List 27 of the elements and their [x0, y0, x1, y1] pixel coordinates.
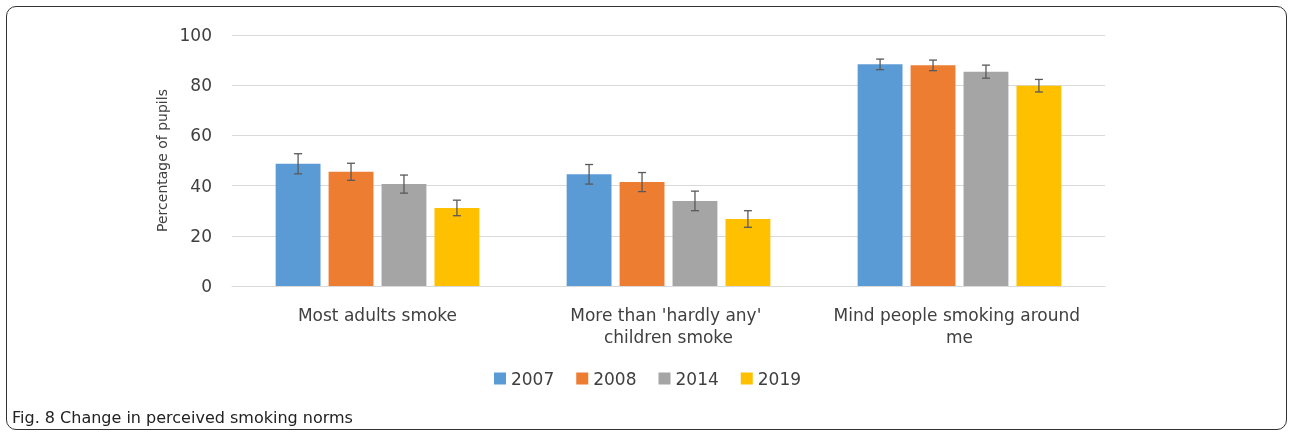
y-tick-label: 60	[190, 125, 212, 146]
bar	[1016, 85, 1062, 286]
bar	[381, 184, 427, 286]
y-tick-label: 40	[190, 175, 212, 196]
y-tick-label: 100	[179, 25, 212, 45]
legend-label: 2019	[757, 368, 802, 389]
y-tick-label: 80	[190, 75, 212, 96]
x-tick-label: More than 'hardly any' children smoke	[570, 305, 767, 347]
legend-label: 2014	[675, 368, 719, 389]
bar	[910, 65, 956, 286]
y-tick-label: 20	[190, 225, 212, 246]
bar	[857, 64, 903, 286]
legend-label: 2008	[593, 368, 637, 389]
bar	[963, 71, 1009, 286]
bar	[725, 218, 771, 286]
bar	[275, 163, 321, 286]
x-tick-label: Mind people smoking around me	[833, 305, 1086, 347]
bar	[672, 200, 718, 286]
bar	[566, 174, 612, 286]
x-tick-label: Most adults smoke	[297, 305, 458, 325]
caption: Fig. 8 Change in perceived smoking norms	[12, 408, 353, 427]
legend-label: 2007	[510, 368, 555, 389]
y-axis-title: Percentage of pupils	[153, 89, 170, 232]
y-tick-label: 0	[201, 276, 212, 296]
bar	[619, 182, 665, 286]
bar	[434, 207, 480, 286]
bar	[328, 171, 374, 286]
